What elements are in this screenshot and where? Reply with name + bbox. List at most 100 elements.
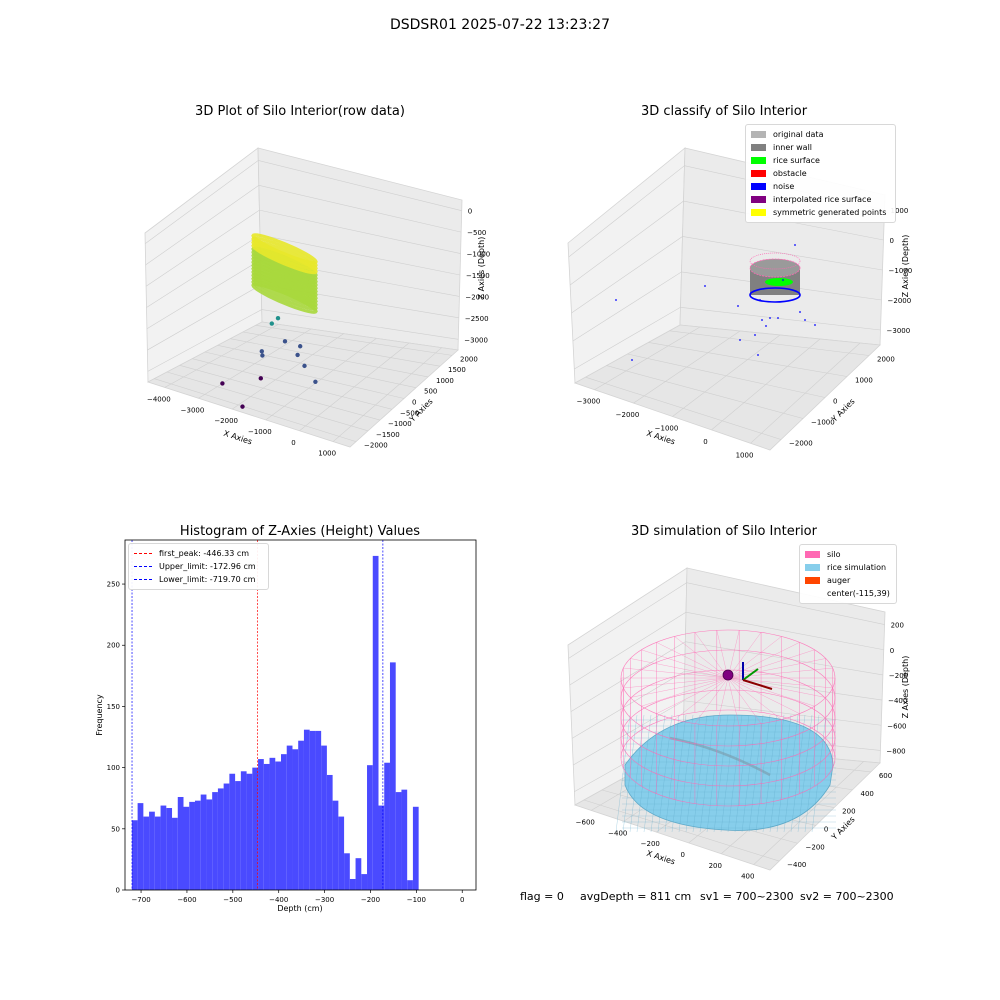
legend-swatch [751,209,766,216]
footer-flag: flag = 0 [520,890,564,903]
panel1-z-tick-label: −1500 [466,272,490,280]
noise-point [794,244,796,246]
panel4-y-tick-label: 600 [879,772,892,780]
panel1-x-tick-label: −3000 [181,406,205,414]
histogram-x-tick-label: −400 [269,896,288,904]
panel1-panes [144,147,463,448]
panel2-x-tick-label: −3000 [577,398,601,406]
legend-line [134,566,152,567]
histogram-bar [378,805,385,890]
panel1-title: 3D Plot of Silo Interior(row data) [195,104,405,119]
histogram-bar [143,816,150,890]
noise-point [631,359,633,361]
histogram-bar [131,820,138,890]
panel2-z-tick-label: −2000 [888,297,912,305]
histogram-bar [177,796,184,890]
legend-item-upper-limit: Upper_limit: -172.96 cm [134,560,263,573]
panel2-x-tick-label: −1000 [655,425,679,433]
histogram-x-tick-label: −300 [315,896,334,904]
histogram-x-ticks: −700 −600 −500 −400 −300 −200 −100 0 [131,890,464,904]
histogram-bar [309,730,316,890]
histogram-bar [217,788,224,890]
histogram-bar [166,808,173,890]
histogram-y-tick-label: 200 [107,642,120,650]
scatter-point [313,379,318,384]
legend-item-original-data: original data [751,128,890,141]
noise-point [737,305,739,307]
panel1-y-tick-label: 2000 [460,355,478,363]
point-cloud-ring [251,239,318,271]
panel2-legend: original data inner wall rice surface ob… [745,124,896,223]
histogram-xlabel: Depth (cm) [277,904,322,913]
panel2-z-tick-label: −1000 [889,267,913,275]
histogram-bar [149,811,155,890]
legend-item-inner-wall: inner wall [751,141,890,154]
legend-line [134,579,152,580]
noise-point [754,334,756,336]
histogram-bar [229,773,236,890]
noise-point [804,319,806,321]
panel4-z-tick-label: −200 [889,672,908,680]
histogram-bar [332,800,339,890]
panel1-y-tick-label: −2000 [364,442,388,450]
panel4-z-tick-label: −600 [887,722,906,730]
legend-item-rice-simulation: rice simulation [805,561,891,574]
legend-item-rice-surface: rice surface [751,154,890,167]
noise-point [761,319,763,321]
histogram-bar [194,800,201,890]
panel1-x-tick-label: −2000 [214,417,238,425]
panel2-zlabel: Z Axies (Depth) [901,235,910,298]
panel4-z-tick-label: −800 [886,747,905,755]
scatter-point [302,363,307,369]
scatter-point [269,321,274,326]
panel3-legend: first_peak: -446.33 cm Upper_limit: -172… [128,543,269,590]
histogram-bar [160,805,167,890]
panel2-z-tick-label: 0 [890,237,894,245]
scatter-point [259,349,264,354]
histogram-bar [372,555,379,890]
legend-item-silo: silo [805,548,891,561]
legend-item-first-peak: first_peak: -446.33 cm [134,547,263,560]
panel1-y-tick-label: 500 [424,388,437,396]
histogram-bar [183,806,190,890]
legend-item-lower-limit: Lower_limit: -719.70 cm [134,573,263,586]
legend-swatch [751,144,766,151]
histogram-bar [355,858,362,890]
footer-sv2: sv2 = 700~2300 [800,890,894,903]
legend-line [134,553,152,554]
legend-item-auger: auger [805,574,891,587]
panel2-noise-points [615,244,816,361]
histogram-bar [172,817,178,890]
histogram-x-tick-label: −100 [407,896,426,904]
histogram-x-tick-label: 0 [460,896,464,904]
panel4-y-tick-label: 200 [842,808,855,816]
legend-swatch [805,577,820,584]
scatter-point [240,404,245,409]
legend-swatch [751,131,766,138]
histogram-bar [286,745,293,890]
panel1-y-tick-label: −1000 [388,420,412,428]
panel1-z-tick-label: −2500 [465,315,489,323]
panel1-zlabel: Z Axies (Depth) [477,237,486,300]
histogram-bar [189,801,195,890]
panel2-x-tick-label: 1000 [736,451,754,459]
panel1-y-tick-label: 0 [412,399,416,407]
panel3-title: Histogram of Z-Axies (Height) Values [179,524,421,539]
histogram-bar [395,792,402,890]
scatter-point [275,315,281,321]
noise-point [704,285,706,287]
panel4-x-tick-label: 0 [681,851,685,859]
panel2-z-tick-label: 1000 [891,207,909,215]
histogram-bar [258,759,264,890]
rice-mesh [615,714,836,833]
panel2-title: 3D classify of Silo Interior [640,104,808,119]
panel2-z-tick-label: −3000 [887,327,911,335]
panel4-z-tick-label: −400 [888,697,907,705]
panel1-x-tick-label: 1000 [318,450,336,458]
legend-item-interpolated: interpolated rice surface [751,193,890,206]
histogram-x-tick-label: −700 [131,896,150,904]
panel2-y-tick-label: −1000 [811,419,835,427]
scatter-point [298,344,303,349]
panel1-z-tick-label: −1000 [467,251,491,259]
legend-swatch [751,157,766,164]
